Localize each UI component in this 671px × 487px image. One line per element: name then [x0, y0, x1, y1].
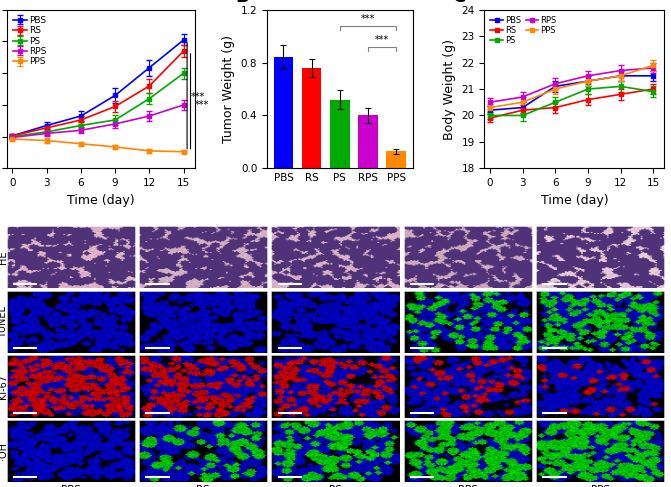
X-axis label: Time (day): Time (day): [541, 194, 608, 206]
Text: B: B: [235, 0, 248, 6]
Text: ***: ***: [375, 36, 389, 45]
Bar: [386, 151, 406, 169]
X-axis label: Time (day): Time (day): [67, 194, 135, 206]
Bar: [274, 57, 293, 169]
Bar: [358, 115, 378, 169]
Bar: [302, 68, 321, 169]
Text: ***: ***: [361, 14, 375, 24]
X-axis label: PBS: PBS: [61, 485, 81, 487]
Y-axis label: Body Weight (g): Body Weight (g): [443, 38, 456, 140]
Text: ***: ***: [195, 100, 209, 110]
Y-axis label: Ki-67: Ki-67: [0, 374, 7, 399]
X-axis label: RPS: RPS: [458, 485, 478, 487]
Y-axis label: TUNEL: TUNEL: [0, 306, 7, 338]
Legend: PBS, RS, PS, RPS, PPS: PBS, RS, PS, RPS, PPS: [11, 14, 48, 68]
X-axis label: RS: RS: [197, 485, 210, 487]
Text: ***: ***: [191, 92, 205, 102]
Legend: PBS, RS, PS, RPS, PPS: PBS, RS, PS, RPS, PPS: [488, 14, 558, 47]
Y-axis label: HE: HE: [0, 251, 7, 264]
X-axis label: PPS: PPS: [590, 485, 610, 487]
Y-axis label: Tumor Weight (g): Tumor Weight (g): [222, 35, 235, 143]
Text: C: C: [452, 0, 466, 6]
Bar: [330, 100, 350, 169]
Y-axis label: ·OH: ·OH: [0, 442, 7, 460]
X-axis label: PS: PS: [329, 485, 342, 487]
